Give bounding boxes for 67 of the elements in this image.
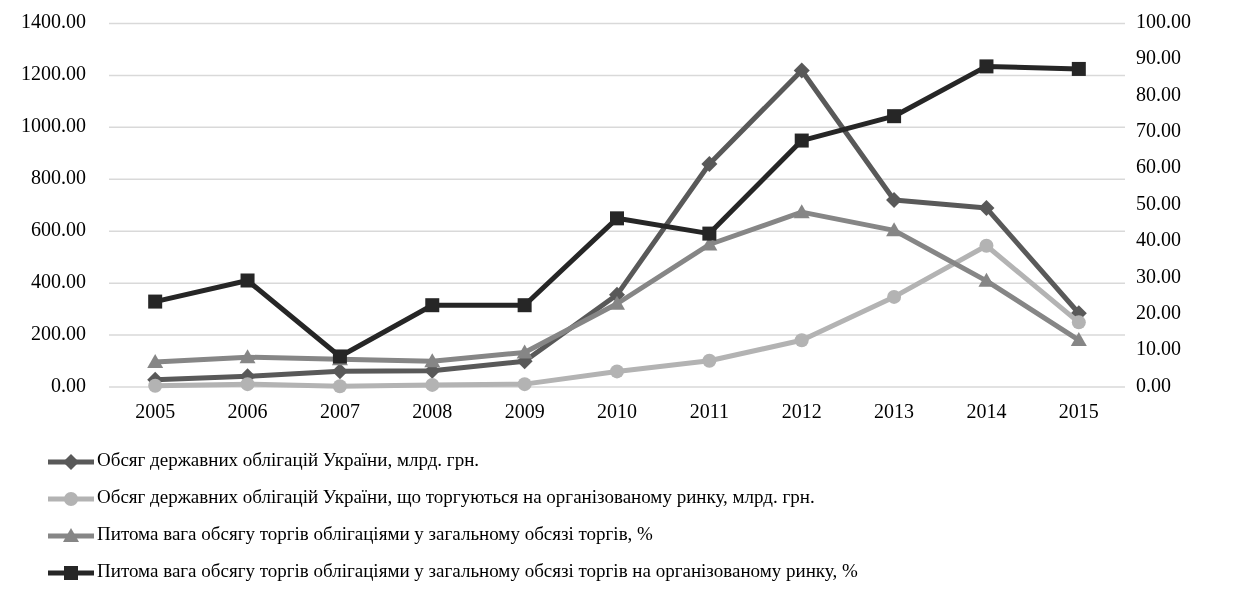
point <box>794 333 809 348</box>
y2-tick-label: 30.00 <box>1136 264 1181 287</box>
point <box>425 377 440 392</box>
y-tick-label: 1200.00 <box>21 62 86 85</box>
y2-tick-label: 100.00 <box>1136 10 1191 33</box>
legend-label: Обсяг державних облігацій України, що торгуються на організованому ринку, млрд. грн. <box>97 486 815 508</box>
y-tick-label: 0.00 <box>51 373 86 396</box>
point <box>887 289 902 304</box>
y2-tick-label: 50.00 <box>1136 191 1181 214</box>
y2-tick-label: 0.00 <box>1136 373 1171 396</box>
legend-label: Питома вага обсягу торгів облігаціями у загальному обсязі торгів, % <box>97 523 654 545</box>
point <box>517 298 532 313</box>
point <box>610 211 624 226</box>
point <box>1070 332 1087 347</box>
point <box>793 204 810 219</box>
x-tick-label: 2006 <box>227 400 268 422</box>
point <box>1071 315 1086 330</box>
x-tick-label: 2012 <box>781 400 822 422</box>
point <box>609 295 625 310</box>
x-tick-label: 2014 <box>966 400 1007 422</box>
legend-label: Питома вага обсягу торгів облігаціями у загальному обсязі торгів на організованому ринку, % <box>97 560 858 582</box>
point <box>1071 61 1086 76</box>
point <box>239 349 256 364</box>
point <box>702 353 717 368</box>
x-tick-label: 2007 <box>319 400 360 422</box>
point <box>979 238 994 253</box>
point <box>332 379 347 394</box>
y-tick-label: 1000.00 <box>21 113 86 136</box>
point <box>424 353 441 368</box>
x-tick-label: 2013 <box>874 400 915 422</box>
y2-tick-label: 40.00 <box>1136 228 1181 251</box>
x-tick-label: 2015 <box>1058 400 1099 422</box>
y-tick-label: 200.00 <box>31 321 86 344</box>
point <box>701 155 718 172</box>
point <box>793 62 810 79</box>
point <box>148 378 163 393</box>
y2-tick-label: 20.00 <box>1136 300 1181 323</box>
point <box>702 226 717 241</box>
y-tick-label: 1400.00 <box>21 10 86 33</box>
y2-tick-label: 90.00 <box>1136 46 1181 69</box>
point <box>887 109 902 124</box>
x-tick-label: 2008 <box>412 400 453 422</box>
x-tick-label: 2005 <box>135 400 176 422</box>
x-tick-label: 2009 <box>504 400 545 422</box>
point <box>425 298 440 313</box>
y-tick-label: 600.00 <box>31 217 86 240</box>
y-tick-label: 400.00 <box>31 269 86 292</box>
y2-tick-label: 60.00 <box>1136 155 1181 178</box>
point <box>240 273 255 288</box>
y2-tick-label: 10.00 <box>1136 337 1181 360</box>
point <box>147 353 164 368</box>
point <box>517 377 532 392</box>
x-tick-label: 2010 <box>597 400 637 422</box>
point <box>331 363 348 380</box>
point <box>794 133 809 148</box>
point <box>516 344 533 359</box>
x-tick-label: 2011 <box>689 400 729 422</box>
point <box>886 222 903 237</box>
point <box>240 377 255 392</box>
point <box>610 364 624 379</box>
y2-tick-label: 70.00 <box>1136 119 1181 142</box>
point <box>979 59 994 74</box>
point <box>148 294 163 309</box>
y-tick-label: 800.00 <box>31 165 86 188</box>
point <box>978 200 995 217</box>
y2-tick-label: 80.00 <box>1136 82 1181 105</box>
legend-label: Обсяг державних облігацій України, млрд. грн. <box>97 449 480 471</box>
